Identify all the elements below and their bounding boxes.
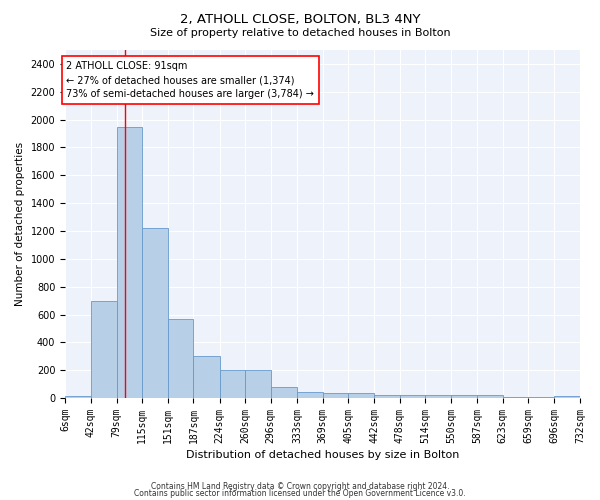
Bar [297,392,323,398]
Bar [168,318,193,398]
Bar [400,396,425,398]
Text: Size of property relative to detached houses in Bolton: Size of property relative to detached ho… [149,28,451,38]
Bar [323,393,348,398]
Bar [451,396,477,398]
Bar [425,396,451,398]
Bar [117,126,142,398]
Bar [245,370,271,398]
Bar [348,393,374,398]
Text: Contains HM Land Registry data © Crown copyright and database right 2024.: Contains HM Land Registry data © Crown c… [151,482,449,491]
Bar [374,396,400,398]
Y-axis label: Number of detached properties: Number of detached properties [15,142,25,306]
Text: 2, ATHOLL CLOSE, BOLTON, BL3 4NY: 2, ATHOLL CLOSE, BOLTON, BL3 4NY [180,12,420,26]
Bar [91,300,117,398]
Bar [193,356,220,398]
Bar [477,395,503,398]
X-axis label: Distribution of detached houses by size in Bolton: Distribution of detached houses by size … [186,450,459,460]
Bar [554,396,580,398]
Bar [220,370,245,398]
Bar [142,228,168,398]
Bar [65,396,91,398]
Bar [271,387,297,398]
Text: Contains public sector information licensed under the Open Government Licence v3: Contains public sector information licen… [134,490,466,498]
Text: 2 ATHOLL CLOSE: 91sqm
← 27% of detached houses are smaller (1,374)
73% of semi-d: 2 ATHOLL CLOSE: 91sqm ← 27% of detached … [67,61,314,99]
